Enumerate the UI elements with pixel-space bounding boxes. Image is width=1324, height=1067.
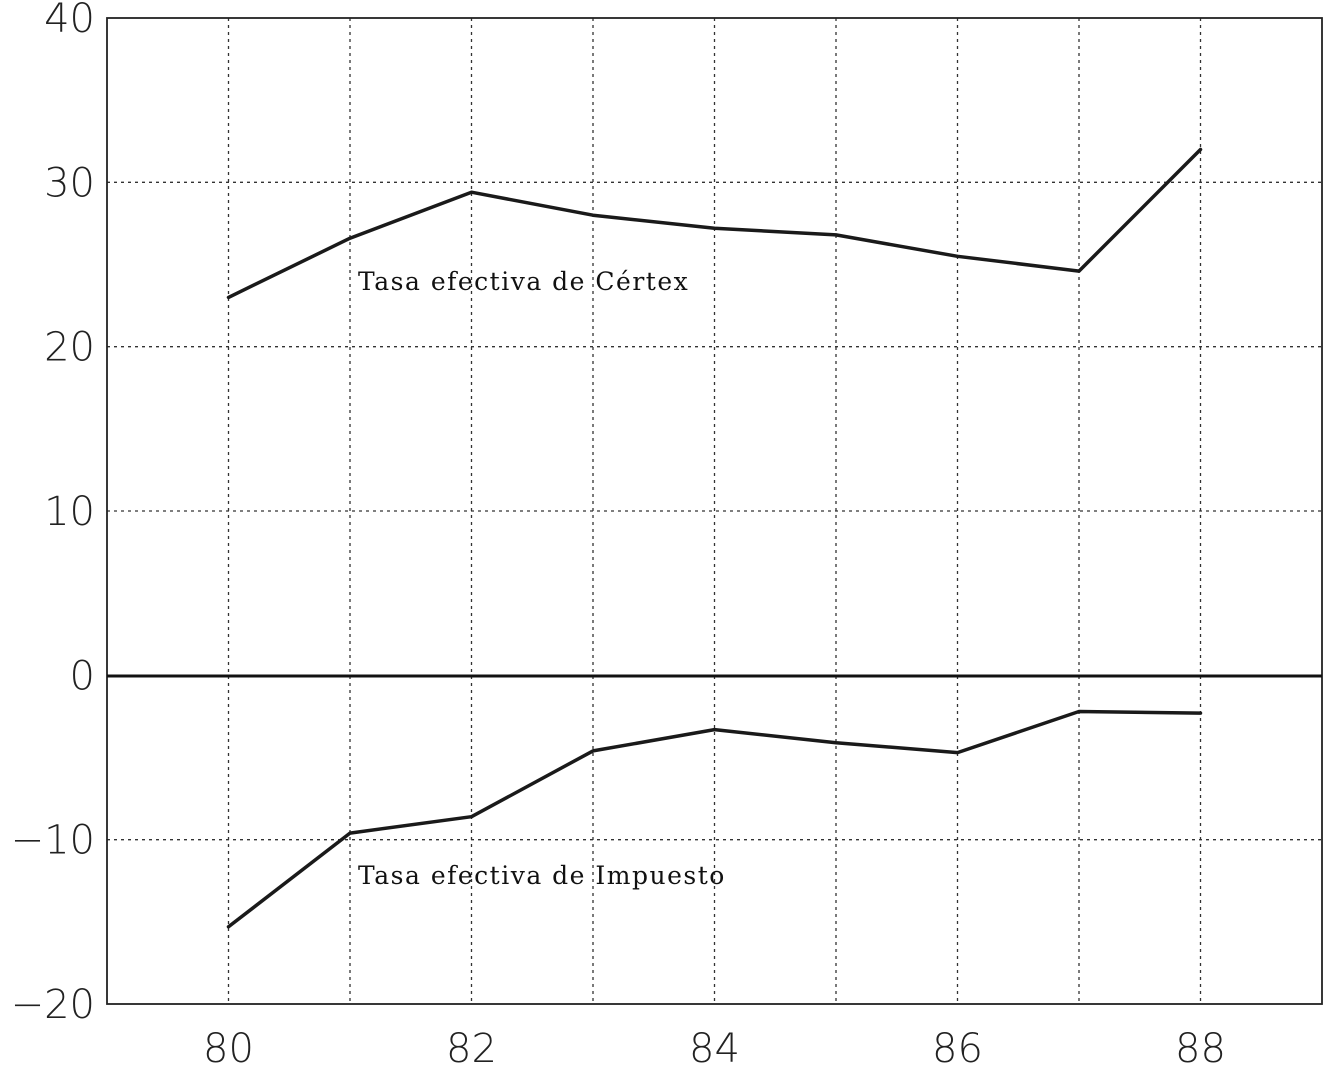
y-tick-label: −20 bbox=[11, 982, 95, 1028]
y-axis-ticks: 40 30 20 10 0 −10 −20 bbox=[11, 0, 95, 1028]
x-tick-label: 82 bbox=[446, 1026, 497, 1067]
y-tick-label: −10 bbox=[11, 818, 95, 864]
plot-frame bbox=[106, 17, 1323, 1005]
x-tick-label: 84 bbox=[689, 1026, 740, 1067]
x-tick-label: 88 bbox=[1175, 1026, 1226, 1067]
series-line-1 bbox=[226, 709, 1203, 929]
y-tick-label: 40 bbox=[44, 0, 95, 42]
series-lines bbox=[226, 147, 1203, 929]
series-label-impuesto: Tasa efectiva de Impuesto bbox=[358, 861, 726, 890]
x-tick-label: 86 bbox=[932, 1026, 983, 1067]
x-axis-ticks: 80 82 84 86 88 bbox=[203, 1026, 1226, 1067]
series-line-0 bbox=[226, 147, 1203, 300]
y-tick-label: 10 bbox=[44, 489, 95, 535]
y-tick-label: 0 bbox=[70, 653, 95, 699]
y-tick-label: 20 bbox=[44, 325, 95, 371]
x-tick-label: 80 bbox=[203, 1026, 254, 1067]
grid-lines bbox=[107, 18, 1322, 1004]
y-tick-label: 30 bbox=[44, 160, 95, 206]
series-label-certex: Tasa efectiva de Cértex bbox=[358, 267, 689, 296]
